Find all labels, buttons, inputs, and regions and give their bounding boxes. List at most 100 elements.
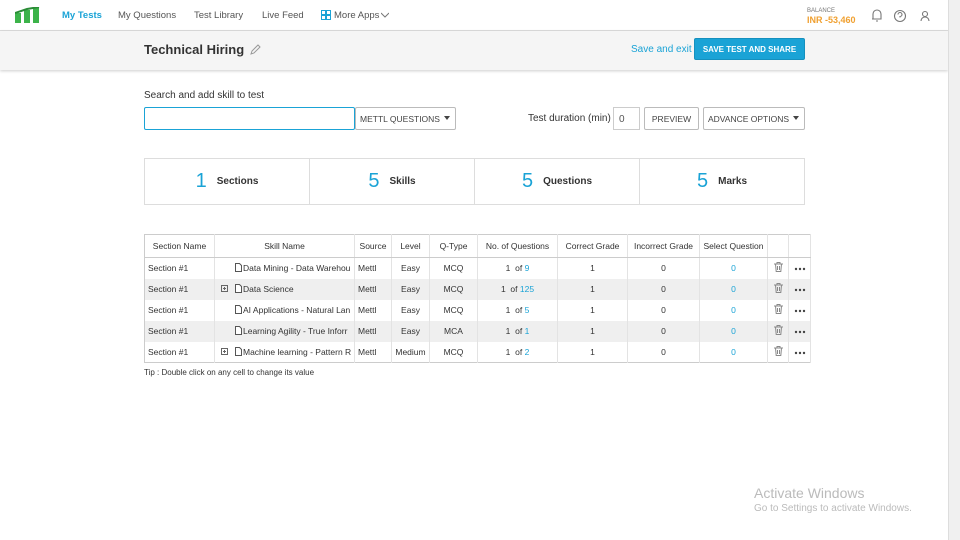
table-row: Section #1 Data Science Mettl Easy MCQ 1 of 1… (144, 278, 811, 300)
delete-cell (767, 299, 789, 321)
source-cell: Mettl (354, 257, 392, 279)
correct-cell: 1 (557, 299, 628, 321)
more-icon[interactable] (794, 351, 806, 355)
question-total: 125 (519, 284, 535, 294)
duration-input[interactable]: 0 (613, 107, 640, 130)
duration-label: Test duration (min) (528, 113, 611, 124)
table-row: Section #1 Learning Agility - True Inforr… (144, 320, 811, 342)
source-cell: Mettl (354, 299, 392, 321)
balance: INR -53,460 (807, 15, 856, 25)
skill-cell: Data Mining - Data Warehou (214, 257, 355, 279)
column-header: Q-Type (429, 234, 478, 258)
delete-icon[interactable] (773, 304, 783, 314)
nav-more-apps[interactable]: More Apps (334, 10, 380, 21)
skill-name: Learning Agility - True Inforr (243, 326, 348, 336)
incorrect-cell: 0 (627, 320, 700, 342)
tip: Tip : Double click on any cell to change… (144, 368, 315, 377)
delete-icon[interactable] (773, 283, 783, 293)
skill-cell: AI Applications - Natural Lan (214, 299, 355, 321)
source-cell: Mettl (354, 320, 392, 342)
nav-icons (872, 9, 930, 23)
table-row: Section #1 Machine learning - Pattern R Me… (144, 341, 811, 363)
skill-cell: Data Science (214, 278, 355, 300)
question-count: 1 (505, 305, 511, 315)
nav-test-library[interactable]: Test Library (194, 10, 244, 21)
select-cell: 0 (699, 320, 768, 342)
watermark-subtitle: Go to Settings to activate Windows. (754, 503, 912, 514)
edit-icon[interactable] (249, 44, 261, 56)
source-dropdown[interactable]: METTL QUESTIONS (355, 107, 456, 130)
incorrect-cell: 0 (627, 278, 700, 300)
questions-cell: 1 of 9 (477, 257, 558, 279)
balance-label: BALANCE (807, 8, 836, 14)
section-cell: Section #1 (144, 320, 215, 342)
section-cell: Section #1 (144, 278, 215, 300)
more-cell (788, 320, 811, 342)
column-header: Incorrect Grade (627, 234, 700, 258)
delete-icon[interactable] (773, 262, 783, 273)
nav-live-feed[interactable]: Live Feed (262, 10, 304, 21)
select-cell: 0 (699, 278, 768, 300)
preview-button[interactable]: PREVIEW (644, 107, 699, 130)
delete-cell (767, 320, 789, 342)
select-cell: 0 (699, 257, 768, 279)
more-icon[interactable] (794, 309, 806, 313)
summary-label: Skills (389, 176, 416, 187)
more-icon[interactable] (794, 267, 806, 271)
search-input[interactable] (144, 107, 355, 130)
nav-my-questions[interactable]: My Questions (118, 10, 177, 21)
save-exit[interactable]: Save and exit (631, 44, 692, 55)
qtype-cell: MCQ (429, 299, 478, 321)
questions-cell: 1 of 2 (477, 341, 558, 363)
chevron (381, 12, 389, 18)
question-total: 5 (524, 305, 530, 315)
advance-options[interactable]: ADVANCE OPTIONS (703, 107, 805, 130)
skill-name: Data Mining - Data Warehou (243, 263, 351, 274)
questions-cell: 1 of 1 (477, 320, 558, 342)
caret (443, 116, 450, 120)
skill-icons (221, 346, 242, 356)
more-icon[interactable] (794, 288, 806, 292)
summary-count: 5 (368, 170, 380, 192)
question-total: 1 (524, 326, 530, 336)
skill-icons (221, 284, 242, 293)
section-cell: Section #1 (144, 257, 215, 279)
column-header: Level (391, 234, 430, 258)
delete-icon[interactable] (773, 345, 783, 356)
more-cell (788, 299, 811, 321)
advance-label: ADVANCE OPTIONS (707, 113, 790, 124)
of-label: of (515, 326, 523, 336)
delete-icon[interactable] (773, 325, 783, 335)
correct-cell: 1 (557, 257, 628, 279)
skill-name: Machine learning - Pattern R (243, 346, 352, 357)
question-count: 1 (505, 263, 511, 274)
correct-cell: 1 (557, 278, 628, 300)
test-title: Technical Hiring (144, 42, 245, 57)
source-cell: Mettl (354, 278, 392, 300)
save-share-button[interactable]: SAVE TEST AND SHARE (694, 38, 805, 60)
select-cell: 0 (699, 341, 768, 363)
more-cell (788, 341, 811, 363)
of-label: of (515, 346, 523, 357)
more-cell (788, 257, 811, 279)
summary-card: 5 Questions (474, 158, 640, 205)
question-count: 1 (505, 326, 511, 336)
summary-count: 5 (696, 170, 709, 192)
qtype-cell: MCQ (429, 341, 478, 363)
summary-card: 5 Skills (309, 158, 475, 205)
more-cell (788, 278, 811, 300)
skill-icons (235, 263, 242, 273)
summary-card: 5 Marks (639, 158, 805, 205)
nav-my-tests[interactable]: My Tests (62, 10, 102, 21)
questions-cell: 1 of 5 (477, 299, 558, 321)
more-icon[interactable] (794, 330, 806, 334)
source-cell: Mettl (354, 341, 392, 363)
of-label: of (510, 284, 518, 294)
delete-cell (767, 257, 789, 279)
correct-cell: 1 (557, 320, 628, 342)
question-count: 1 (505, 346, 511, 357)
qtype-cell: MCA (429, 320, 478, 342)
skill-icons (235, 305, 242, 314)
level-cell: Medium (391, 341, 430, 363)
column-header: Source (354, 234, 392, 258)
